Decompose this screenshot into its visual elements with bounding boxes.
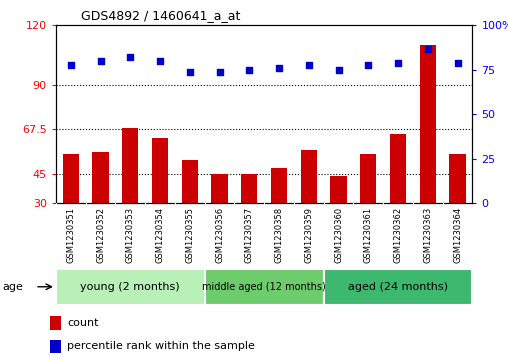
Point — [126, 54, 134, 60]
Point — [275, 65, 283, 71]
Point — [454, 60, 462, 66]
Point — [394, 60, 402, 66]
Point — [215, 69, 224, 74]
Text: age: age — [3, 282, 23, 292]
Bar — [450, 154, 466, 203]
Point — [364, 62, 372, 68]
Bar — [420, 45, 436, 203]
Text: GSM1230353: GSM1230353 — [126, 207, 135, 263]
Text: GSM1230351: GSM1230351 — [66, 207, 75, 262]
Text: GSM1230354: GSM1230354 — [155, 207, 165, 262]
Point — [334, 67, 342, 73]
Text: middle aged (12 months): middle aged (12 months) — [202, 282, 326, 292]
Text: GSM1230362: GSM1230362 — [394, 207, 402, 263]
Text: GSM1230357: GSM1230357 — [245, 207, 254, 263]
Bar — [152, 138, 168, 203]
Bar — [62, 154, 79, 203]
Bar — [360, 154, 376, 203]
Text: GSM1230364: GSM1230364 — [453, 207, 462, 263]
Text: GSM1230352: GSM1230352 — [96, 207, 105, 262]
Point — [305, 62, 313, 68]
Text: aged (24 months): aged (24 months) — [348, 282, 448, 292]
Point — [156, 58, 164, 64]
Bar — [211, 174, 228, 203]
Point — [97, 58, 105, 64]
Text: percentile rank within the sample: percentile rank within the sample — [67, 341, 255, 351]
Bar — [56, 269, 205, 305]
Bar — [50, 340, 60, 353]
Bar — [181, 160, 198, 203]
Text: GSM1230361: GSM1230361 — [364, 207, 373, 263]
Point — [67, 62, 75, 68]
Bar — [241, 174, 258, 203]
Text: GSM1230359: GSM1230359 — [304, 207, 313, 262]
Point — [245, 67, 253, 73]
Bar — [271, 168, 287, 203]
Text: GSM1230356: GSM1230356 — [215, 207, 224, 263]
Text: GSM1230360: GSM1230360 — [334, 207, 343, 263]
Bar — [92, 152, 109, 203]
Bar — [50, 317, 60, 330]
Bar — [324, 269, 472, 305]
Bar — [205, 269, 324, 305]
Bar — [122, 128, 139, 203]
Point — [186, 69, 194, 74]
Bar — [330, 176, 347, 203]
Bar — [390, 134, 406, 203]
Text: GSM1230355: GSM1230355 — [185, 207, 194, 262]
Text: GSM1230363: GSM1230363 — [423, 207, 432, 263]
Text: GDS4892 / 1460641_a_at: GDS4892 / 1460641_a_at — [81, 9, 241, 22]
Point — [424, 46, 432, 52]
Text: count: count — [67, 318, 99, 327]
Bar — [301, 150, 317, 203]
Text: GSM1230358: GSM1230358 — [274, 207, 283, 263]
Text: young (2 months): young (2 months) — [80, 282, 180, 292]
